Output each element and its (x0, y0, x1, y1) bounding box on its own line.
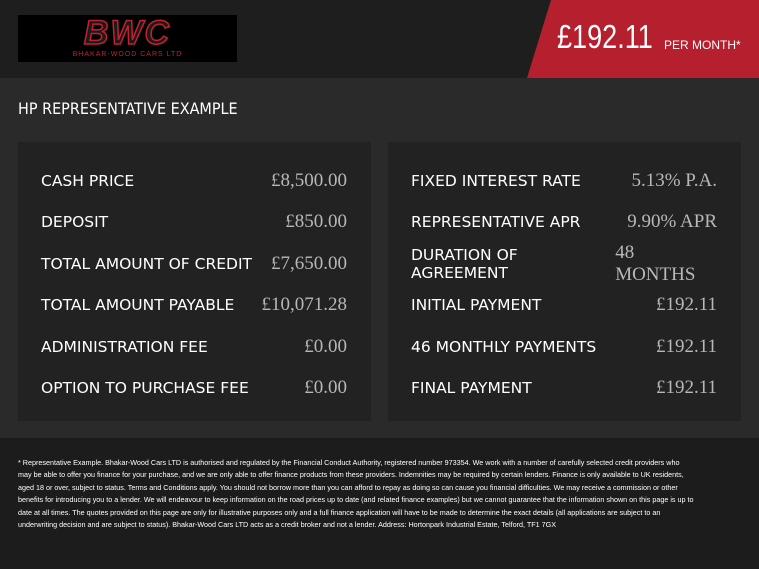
footer: * Representative Example. Bhakar-Wood Ca… (0, 438, 759, 569)
row-label: DEPOSIT (41, 213, 109, 232)
row: REPRESENTATIVE APR 9.90% APR (411, 202, 717, 244)
row: INITIAL PAYMENT £192.11 (411, 285, 717, 327)
row: CASH PRICE £8,500.00 (41, 160, 347, 202)
row: TOTAL AMOUNT PAYABLE £10,071.28 (41, 285, 347, 327)
row: DEPOSIT £850.00 (41, 202, 347, 244)
logo[interactable]: BWC BHAKAR-WOOD CARS LTD (18, 14, 237, 62)
row-label: REPRESENTATIVE APR (411, 213, 581, 232)
row-value: £7,650.00 (271, 252, 347, 274)
row: 46 MONTHLY PAYMENTS £192.11 (411, 326, 717, 368)
row: OPTION TO PURCHASE FEE £0.00 (41, 368, 347, 410)
row-label: INITIAL PAYMENT (411, 296, 542, 315)
section-title: HP REPRESENTATIVE EXAMPLE (18, 99, 238, 118)
price-banner (527, 0, 759, 78)
row-label: TOTAL AMOUNT PAYABLE (41, 296, 235, 315)
row-value: 48 MONTHS (615, 241, 696, 285)
row-value: £0.00 (304, 377, 347, 399)
row: ADMINISTRATION FEE £0.00 (41, 326, 347, 368)
disclaimer: * Representative Example. Bhakar-Wood Ca… (18, 458, 694, 530)
row-value: £192.11 (655, 294, 717, 316)
row-label: DURATION OF AGREEMENT (411, 245, 518, 282)
row-value: £192.11 (655, 377, 717, 399)
row-label: ADMINISTRATION FEE (41, 337, 208, 356)
row-value: 5.13% P.A. (631, 169, 717, 191)
row-label: 46 MONTHLY PAYMENTS (411, 337, 597, 356)
row: DURATION OF AGREEMENT 48 MONTHS (411, 241, 717, 285)
right-panel: FIXED INTEREST RATE 5.13% P.A. REPRESENTAT… (388, 142, 741, 421)
row-label: OPTION TO PURCHASE FEE (41, 379, 249, 398)
row-label: CASH PRICE (41, 171, 135, 190)
logo-name: BHAKAR-WOOD CARS LTD (72, 51, 183, 58)
row: FIXED INTEREST RATE 5.13% P.A. (411, 160, 717, 202)
row-value: £8,500.00 (271, 169, 347, 191)
row-label: TOTAL AMOUNT OF CREDIT (41, 254, 253, 273)
left-panel: CASH PRICE £8,500.00 DEPOSIT £850.00 TOTAL A… (18, 142, 371, 421)
price-suffix: PER MONTH* (664, 38, 741, 52)
row-value: 9.90% APR (627, 211, 717, 233)
logo-mark: BWC (83, 14, 172, 52)
price: £192.11 (557, 18, 653, 55)
row-value: £850.00 (285, 211, 347, 233)
row-label: FIXED INTEREST RATE (411, 171, 581, 190)
row-label: FINAL PAYMENT (411, 379, 532, 398)
row: TOTAL AMOUNT OF CREDIT £7,650.00 (41, 243, 347, 285)
top-bar: BWC BHAKAR-WOOD CARS LTD £192.11 PER MON… (0, 0, 759, 78)
row-value: £192.11 (655, 335, 717, 357)
row-value: £10,071.28 (261, 294, 348, 316)
row: FINAL PAYMENT £192.11 (411, 368, 717, 410)
row-value: £0.00 (304, 335, 347, 357)
